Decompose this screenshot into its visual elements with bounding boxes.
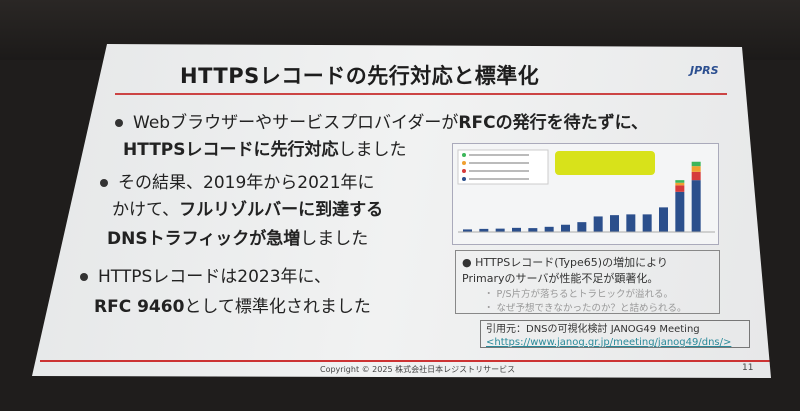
chart-bar bbox=[691, 171, 701, 181]
text: RFC 9460 bbox=[94, 297, 185, 317]
legend-marker bbox=[462, 177, 466, 181]
bullet-3-line-1: HTTPSレコードは2023年に、 bbox=[80, 262, 331, 287]
chart-bar bbox=[593, 216, 603, 232]
page-number: 11 bbox=[742, 363, 754, 373]
legend-entry bbox=[469, 154, 529, 156]
chart-bar bbox=[544, 226, 554, 232]
jprs-logo: JPRS bbox=[690, 64, 719, 77]
citation-box: 引用元：DNSの可視化検討 JANOG49 Meeting <https://w… bbox=[480, 320, 750, 348]
bullet-2-line-2: かけて、フルリゾルバーに到達する bbox=[112, 195, 383, 220]
chart-bar bbox=[479, 228, 489, 232]
text: Webブラウザーやサービスプロバイダーが bbox=[133, 113, 459, 133]
copyright: Copyright © 2025 株式会社日本レジストリサービス bbox=[320, 365, 516, 374]
title-divider bbox=[115, 93, 727, 95]
text: RFCの発行を待たずに、 bbox=[458, 113, 649, 133]
chart-bar bbox=[561, 224, 570, 232]
bullet-icon bbox=[100, 179, 108, 187]
bullet-3-line-2: RFC 9460として標準化されました bbox=[94, 292, 371, 317]
text: として標準化されました bbox=[184, 297, 371, 317]
text: フルリゾルバーに到達する bbox=[179, 200, 384, 220]
note-main: ● HTTPSレコード(Type65)の増加により Primaryのサーバが性能… bbox=[462, 256, 668, 285]
bullet-2-line-1: その結果、2019年から2021年に bbox=[100, 168, 375, 193]
bullet-2-line-3: DNSトラフィックが急増しました bbox=[107, 224, 368, 249]
chart-svg bbox=[457, 149, 715, 233]
chart-bar bbox=[463, 229, 472, 232]
bullet-1-line-1: WebブラウザーやサービスプロバイダーがRFCの発行を待たずに、 bbox=[115, 108, 648, 133]
chart-callout bbox=[555, 151, 655, 175]
note-sub-2: ・ なぜ予想できなかったのか？と詰められる。 bbox=[484, 303, 687, 314]
citation-label: 引用元：DNSの可視化検討 JANOG49 Meeting bbox=[486, 324, 700, 335]
text: P/S片方が落ちるとトラヒックが溢れる。 bbox=[496, 289, 673, 300]
bullet-icon bbox=[115, 119, 123, 127]
chart-bar bbox=[691, 166, 701, 172]
chart-bar bbox=[577, 222, 587, 232]
bullet-icon bbox=[80, 273, 88, 281]
chart-bar bbox=[659, 207, 668, 232]
text: かけて、 bbox=[112, 200, 180, 220]
chart-bar bbox=[675, 182, 685, 186]
note-box: ● HTTPSレコード(Type65)の増加により Primaryのサーバが性能… bbox=[455, 250, 720, 314]
slide-title: HTTPSレコードの先行対応と標準化 bbox=[180, 64, 540, 88]
chart-bar bbox=[495, 228, 505, 232]
chart-bar bbox=[675, 185, 685, 192]
chart-bar bbox=[626, 214, 636, 232]
text: なぜ予想できなかったのか？と詰められる。 bbox=[496, 303, 687, 314]
chart-bar bbox=[675, 180, 685, 183]
legend-entry bbox=[469, 178, 529, 180]
chart-bar bbox=[691, 161, 701, 167]
chart-bar bbox=[675, 191, 685, 232]
legend-entry bbox=[469, 162, 529, 164]
legend-marker bbox=[462, 161, 466, 165]
chart-bar bbox=[512, 227, 521, 232]
bullet-1-line-2: HTTPSレコードに先行対応しました bbox=[123, 135, 407, 160]
traffic-chart bbox=[452, 143, 719, 245]
text: その結果、2019年から2021年に bbox=[118, 173, 375, 193]
chart-bar bbox=[691, 180, 701, 232]
text: HTTPSレコードに先行対応 bbox=[123, 140, 339, 160]
legend-entry bbox=[469, 170, 529, 172]
text: HTTPSレコードは2023年に、 bbox=[98, 267, 332, 287]
citation-link[interactable]: <https://www.janog.gr.jp/meeting/janog49… bbox=[486, 337, 732, 348]
legend-marker bbox=[462, 153, 466, 157]
chart-bar bbox=[642, 214, 652, 232]
text: DNSトラフィックが急増 bbox=[107, 229, 301, 249]
text: しました bbox=[338, 140, 407, 160]
chart-bar bbox=[528, 228, 538, 232]
footer-divider bbox=[40, 360, 770, 362]
text: HTTPSレコード(Type65)の増加により Primaryのサーバが性能不足… bbox=[462, 256, 668, 285]
chart-bar bbox=[610, 215, 619, 232]
legend-marker bbox=[462, 169, 466, 173]
text: しました bbox=[300, 229, 369, 249]
note-sub-1: ・ P/S片方が落ちるとトラヒックが溢れる。 bbox=[484, 289, 673, 300]
